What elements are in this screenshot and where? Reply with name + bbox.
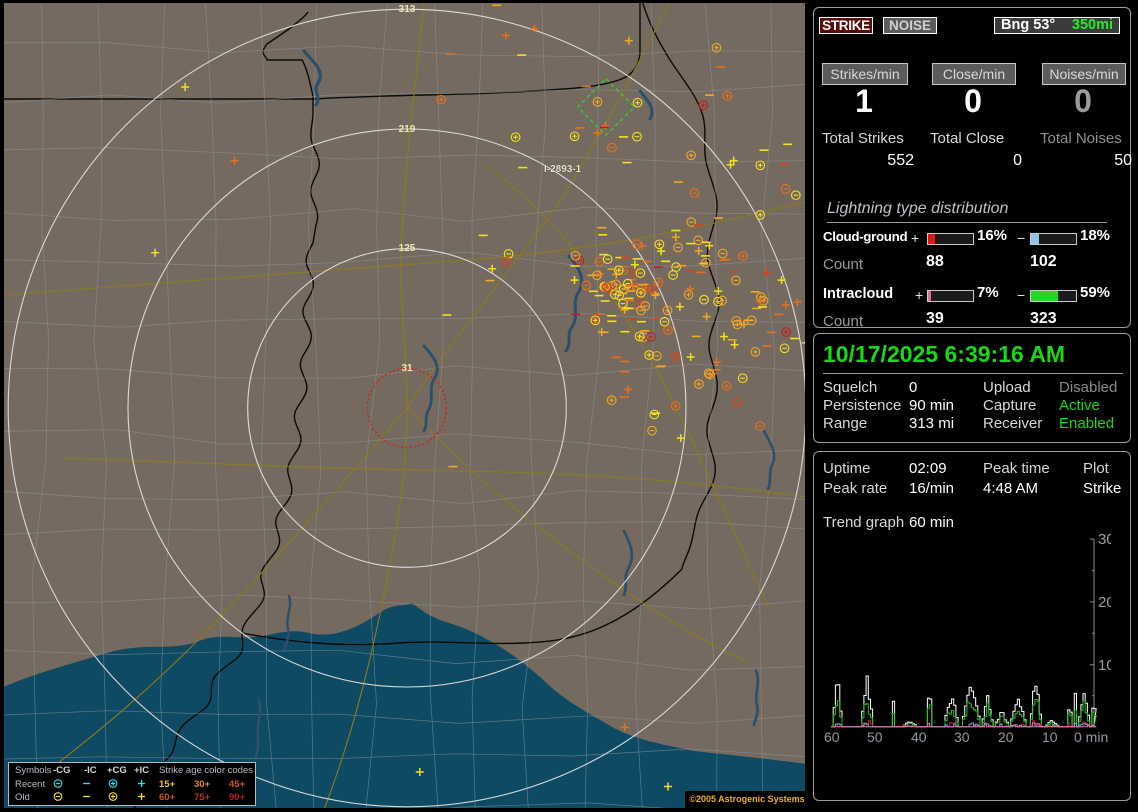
svg-text:20: 20	[1098, 594, 1111, 611]
svg-text:30: 30	[1098, 531, 1111, 548]
svg-text:+CG: +CG	[107, 765, 127, 776]
svg-text:15+: 15+	[159, 779, 176, 790]
svg-text:219: 219	[399, 124, 416, 135]
svg-text:60+: 60+	[159, 792, 176, 803]
svg-text:75+: 75+	[194, 792, 211, 803]
svg-text:313: 313	[399, 4, 416, 15]
svg-text:Strike age color codes: Strike age color codes	[159, 765, 253, 776]
svg-text:10: 10	[1098, 657, 1111, 674]
svg-text:Old: Old	[15, 792, 30, 803]
svg-text:31: 31	[401, 363, 413, 374]
svg-text:+IC: +IC	[134, 765, 149, 776]
svg-text:-IC: -IC	[84, 765, 97, 776]
svg-text:Recent: Recent	[15, 779, 45, 790]
svg-text:90+: 90+	[229, 792, 246, 803]
svg-text:I-2893-1: I-2893-1	[544, 164, 582, 175]
svg-text:30+: 30+	[194, 779, 211, 790]
svg-text:Symbols: Symbols	[15, 765, 52, 776]
svg-text:-CG: -CG	[53, 765, 70, 776]
svg-text:45+: 45+	[229, 779, 246, 790]
svg-text:125: 125	[399, 243, 416, 254]
